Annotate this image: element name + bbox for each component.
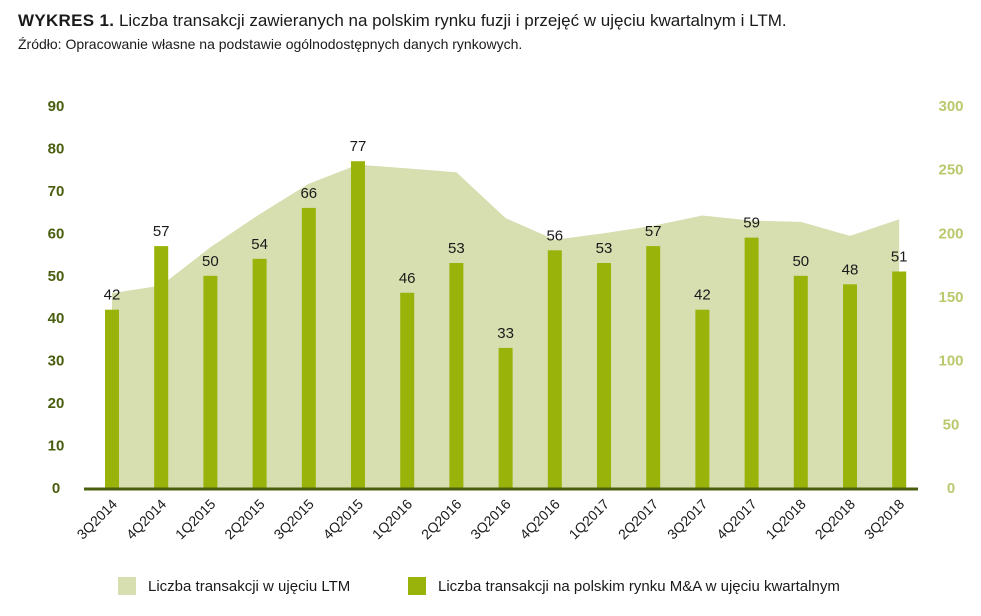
x-axis-tick-label: 4Q2015 — [320, 496, 367, 543]
left-axis-tick-label: 90 — [48, 98, 65, 115]
bar — [400, 292, 415, 488]
legend-item-quarterly: Liczba transakcji na polskim rynku M&A w… — [408, 577, 840, 595]
chart-header: WYKRES 1. Liczba transakcji zawieranych … — [18, 10, 968, 54]
left-axis-tick-label: 20 — [48, 395, 65, 412]
bar — [646, 246, 661, 488]
right-axis-tick-label: 250 — [938, 162, 963, 179]
x-axis-tick-label: 2Q2018 — [812, 496, 859, 543]
x-axis-tick-label: 4Q2014 — [123, 496, 170, 543]
bar — [695, 309, 710, 488]
bar-value-label: 51 — [891, 249, 908, 266]
chart-source: Źródło: Opracowanie własne na podstawie … — [18, 36, 523, 52]
bar — [793, 275, 808, 488]
right-axis-tick-label: 200 — [938, 225, 963, 242]
bar-value-label: 54 — [251, 236, 268, 253]
bar-layer — [105, 161, 907, 488]
chart-canvas: 42 57 50 54 66 77 46 53 33 56 53 57 42 59 50 48 51 0 10 20… — [48, 98, 964, 543]
legend-item-ltm: Liczba transakcji w ujęciu LTM — [118, 577, 350, 595]
x-axis-tick-label: 3Q2018 — [861, 496, 908, 543]
bar — [892, 271, 907, 488]
bar-value-label: 56 — [546, 227, 563, 244]
x-axis-tick-label: 1Q2016 — [369, 496, 416, 543]
left-axis-tick-label: 0 — [52, 480, 60, 497]
bar — [301, 207, 316, 488]
chart-title-prefix: WYKRES 1. — [18, 11, 115, 30]
x-axis-tick-label: 4Q2016 — [516, 496, 563, 543]
legend: Liczba transakcji w ujęciu LTM Liczba tr… — [0, 577, 981, 603]
legend-label-ltm: Liczba transakcji w ujęciu LTM — [148, 577, 351, 595]
bar-value-label: 57 — [153, 223, 170, 240]
x-axis-tick-label: 1Q2015 — [172, 496, 219, 543]
bar-value-label: 48 — [842, 261, 859, 278]
x-axis-tick-label: 1Q2018 — [762, 496, 809, 543]
bar — [744, 237, 759, 488]
left-axis-tick-label: 10 — [48, 438, 65, 455]
bar — [105, 309, 119, 488]
bar — [203, 275, 218, 488]
bar-value-label: 50 — [792, 253, 809, 270]
bar — [498, 347, 513, 488]
bar — [449, 263, 464, 488]
right-axis-tick-label: 100 — [938, 353, 963, 370]
left-axis-tick-label: 60 — [48, 225, 65, 242]
chart-title-text: Liczba transakcji zawieranych na polskim… — [118, 11, 787, 30]
right-axis-tick-label: 150 — [938, 289, 963, 306]
left-axis-tick-label: 50 — [48, 268, 65, 285]
x-axis-tick-label: 2Q2017 — [615, 496, 662, 543]
bar-value-label: 42 — [104, 287, 121, 304]
bar — [351, 161, 365, 488]
bar — [843, 284, 857, 488]
chart-title: WYKRES 1. Liczba transakcji zawieranych … — [18, 10, 968, 32]
legend-swatch-quarterly — [408, 577, 426, 595]
x-axis-tick-label: 2Q2016 — [418, 496, 465, 543]
left-axis-tick-label: 70 — [48, 183, 65, 200]
right-axis-tick-label: 50 — [943, 416, 960, 433]
left-axis-tick-label: 40 — [48, 310, 65, 327]
x-axis-tick-label: 3Q2015 — [270, 496, 317, 543]
bar — [547, 250, 562, 488]
bar — [252, 258, 267, 488]
legend-label-quarterly: Liczba transakcji na polskim rynku M&A w… — [438, 577, 840, 595]
left-axis-tick-label: 30 — [48, 353, 65, 370]
x-axis-tick-label: 3Q2014 — [74, 496, 121, 543]
bar-label-layer: 42 57 50 54 66 77 46 53 33 56 53 57 42 59 50 48 51 — [104, 138, 908, 342]
x-axis-tick-label: 4Q2017 — [713, 496, 760, 543]
right-axis: 0 50 100 150 200 250 300 — [938, 98, 963, 497]
bar-value-label: 59 — [743, 215, 760, 232]
bar — [597, 263, 611, 488]
x-axis-tick-label: 3Q2016 — [467, 496, 514, 543]
right-axis-tick-label: 0 — [947, 480, 955, 497]
x-axis-tick-label: 3Q2017 — [664, 496, 711, 543]
left-axis: 0 10 20 30 40 50 60 70 80 90 — [48, 98, 65, 497]
bar-value-label: 50 — [202, 253, 219, 270]
x-axis: 3Q2014 4Q2014 1Q2015 2Q2015 3Q2015 4Q2015 1Q20… — [74, 496, 908, 543]
x-axis-tick-label: 2Q2015 — [221, 496, 268, 543]
left-axis-tick-label: 80 — [48, 140, 65, 157]
bar-value-label: 57 — [645, 223, 662, 240]
x-axis-tick-label: 1Q2017 — [566, 496, 613, 543]
bar-value-label: 53 — [448, 240, 465, 257]
bar — [154, 246, 169, 488]
bar-value-label: 66 — [300, 185, 317, 202]
bar-value-label: 33 — [497, 325, 514, 342]
bar-value-label: 53 — [596, 240, 613, 257]
right-axis-tick-label: 300 — [938, 98, 963, 115]
legend-swatch-ltm — [118, 577, 136, 595]
bar-value-label: 77 — [350, 138, 367, 155]
bar-value-label: 46 — [399, 270, 416, 287]
bar-value-label: 42 — [694, 287, 711, 304]
